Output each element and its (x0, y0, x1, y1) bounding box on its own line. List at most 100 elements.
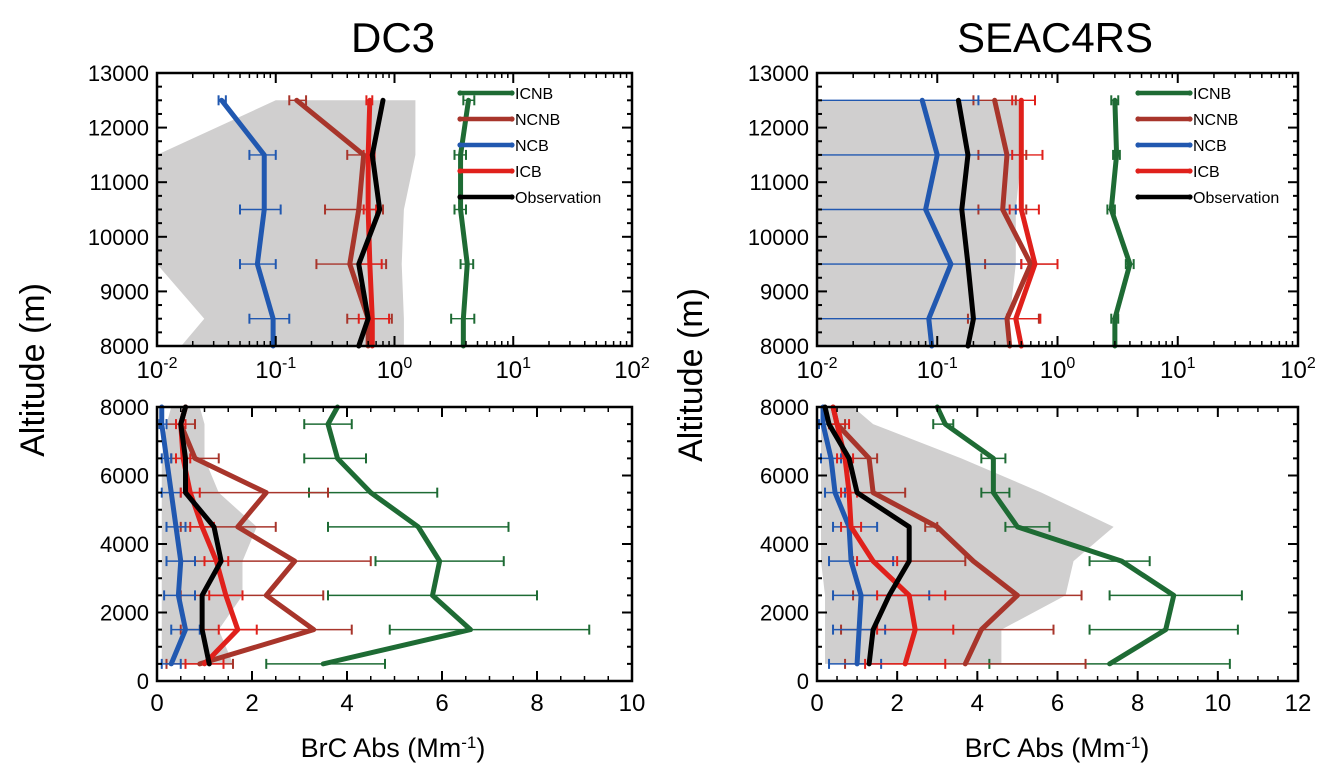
legend-marker (457, 116, 463, 122)
y-tick-label: 13000 (88, 61, 149, 86)
y-tick-label: 12000 (88, 116, 149, 141)
x-tick-label: 10 (1204, 690, 1231, 717)
x-tick-label: 4 (340, 690, 353, 717)
x-tick-label-base: 10 (1160, 357, 1187, 384)
y-tick-label: 9000 (100, 279, 149, 304)
xlabel-right-end: ) (1140, 733, 1149, 763)
legend-label-ncnb: NCNB (515, 112, 560, 129)
legend-label-icb: ICB (1193, 164, 1220, 181)
x-tick-label: 4 (971, 690, 984, 717)
series-line-ncb (159, 404, 188, 667)
x-tick-label-base: 10 (614, 357, 641, 384)
x-tick-label: 2 (890, 690, 903, 717)
observation-range-shade (157, 100, 416, 346)
legend-marker (509, 194, 515, 200)
x-tick-label: 101 (495, 355, 531, 384)
x-tick-label: 10-2 (797, 355, 838, 384)
x-tick-label: 10 (619, 690, 646, 717)
x-tick-label: 0 (810, 690, 823, 717)
x-tick-label: 6 (435, 690, 448, 717)
x-tick-label: 100 (377, 355, 413, 384)
x-tick-label-exponent: 1 (1187, 355, 1196, 372)
series-line-observation (955, 97, 976, 349)
legend-marker (1187, 90, 1193, 96)
series-line-icnb (320, 404, 473, 667)
xlabel-right: BrC Abs (Mm-1) (965, 733, 1150, 764)
series-line-icb (1013, 97, 1038, 349)
series-line-icnb (458, 97, 472, 349)
x-tick-label-exponent: -2 (163, 355, 177, 372)
series-line-ncb (219, 97, 276, 349)
legend-label-icb: ICB (515, 164, 542, 181)
legend-marker (1135, 90, 1141, 96)
observation-range-shade (821, 407, 1114, 664)
x-tick-label-base: 10 (495, 357, 522, 384)
x-tick-label: 8 (1131, 690, 1144, 717)
legend-label-observation: Observation (1193, 190, 1279, 207)
y-tick-label: 12000 (748, 116, 809, 141)
x-tick-label-base: 10 (255, 357, 282, 384)
xlabel-left-main: BrC Abs (Mm (301, 733, 462, 763)
y-tick-label: 2000 (100, 601, 149, 626)
x-tick-label-exponent: 2 (641, 355, 650, 372)
legend-marker (1135, 142, 1141, 148)
series-line-observation (178, 404, 224, 667)
legend-label-ncb: NCB (515, 138, 549, 155)
x-tick-label-exponent: -1 (282, 355, 296, 372)
x-tick-label-exponent: 2 (1307, 355, 1316, 372)
y-tick-label: 8000 (760, 334, 809, 359)
ylabel-right: Altitude (m) (672, 288, 710, 462)
legend-marker (457, 168, 463, 174)
plot-seac4rs_bottom: 0 2000 4000 6000 8000 0 2 4 6 8 10 12 (760, 395, 1311, 717)
xlabel-right-main: BrC Abs (Mm (965, 733, 1126, 763)
legend-marker (457, 90, 463, 96)
series-line-icb (830, 404, 918, 667)
legend-marker (1187, 116, 1193, 122)
series-line-ncnb (830, 404, 1020, 667)
x-tick-label-base: 10 (377, 357, 404, 384)
y-tick-label: 0 (797, 669, 809, 694)
x-tick-label-base: 10 (1280, 357, 1307, 384)
x-tick-label-exponent: -2 (823, 355, 837, 372)
y-tick-label: 2000 (760, 601, 809, 626)
legend-label-icnb: ICNB (515, 86, 553, 103)
legend-marker (509, 168, 515, 174)
legend-label-ncnb: NCNB (1193, 112, 1238, 129)
x-tick-label: 10-1 (917, 355, 958, 384)
series-line-ncnb (992, 97, 1034, 349)
y-tick-label: 11000 (89, 170, 149, 195)
xlabel-left-end: ) (476, 733, 485, 763)
x-tick-label: 6 (1051, 690, 1064, 717)
x-tick-label: 8 (530, 690, 543, 717)
legend-marker (1187, 194, 1193, 200)
x-tick-label: 102 (1280, 355, 1316, 384)
y-tick-label: 8000 (100, 395, 149, 420)
x-tick-label: 2 (245, 690, 258, 717)
series-line-icnb (934, 404, 1177, 667)
x-tick-label-base: 10 (1040, 357, 1067, 384)
series-line-ncnb (178, 404, 317, 667)
series-line-ncb (919, 97, 954, 349)
series-line-observation (356, 97, 386, 349)
x-tick-label-exponent: 0 (1066, 355, 1075, 372)
y-tick-label: 9000 (760, 279, 809, 304)
plot-dc3_bottom: 0 2000 4000 6000 8000 0 2 4 6 8 10 (100, 395, 645, 717)
legend-label-observation: Observation (515, 190, 601, 207)
x-tick-label-base: 10 (137, 357, 164, 384)
legend-marker (1135, 168, 1141, 174)
legend-marker (1187, 142, 1193, 148)
y-tick-label: 10000 (88, 225, 149, 250)
y-tick-label: 10000 (748, 225, 809, 250)
x-tick-label: 100 (1040, 355, 1076, 384)
xlabel-left: BrC Abs (Mm-1) (301, 733, 486, 764)
y-tick-label: 11000 (749, 170, 809, 195)
legend-marker (1135, 194, 1141, 200)
x-tick-label: 102 (614, 355, 650, 384)
x-tick-label-exponent: -1 (943, 355, 957, 372)
legend-label-icnb: ICNB (1193, 86, 1231, 103)
xlabel-left-sup: -1 (461, 733, 476, 752)
